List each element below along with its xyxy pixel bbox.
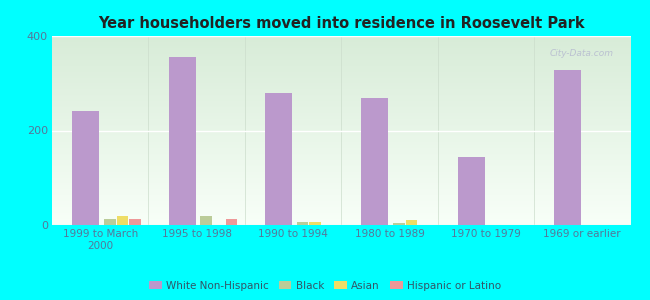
Bar bbox=[265, 93, 292, 225]
Bar bbox=[406, 220, 417, 225]
Title: Year householders moved into residence in Roosevelt Park: Year householders moved into residence i… bbox=[98, 16, 584, 31]
Text: City-Data.com: City-Data.com bbox=[549, 49, 613, 58]
Bar bbox=[168, 57, 196, 225]
Bar bbox=[116, 215, 128, 225]
Bar bbox=[104, 219, 116, 225]
Bar bbox=[309, 222, 321, 225]
Bar bbox=[72, 111, 99, 225]
Bar bbox=[554, 70, 581, 225]
Bar bbox=[129, 219, 140, 225]
Bar bbox=[458, 158, 485, 225]
Bar bbox=[393, 223, 405, 225]
Bar bbox=[226, 219, 237, 225]
Bar bbox=[200, 215, 212, 225]
Legend: White Non-Hispanic, Black, Asian, Hispanic or Latino: White Non-Hispanic, Black, Asian, Hispan… bbox=[145, 277, 505, 295]
Bar bbox=[297, 222, 309, 225]
Bar bbox=[361, 98, 389, 225]
